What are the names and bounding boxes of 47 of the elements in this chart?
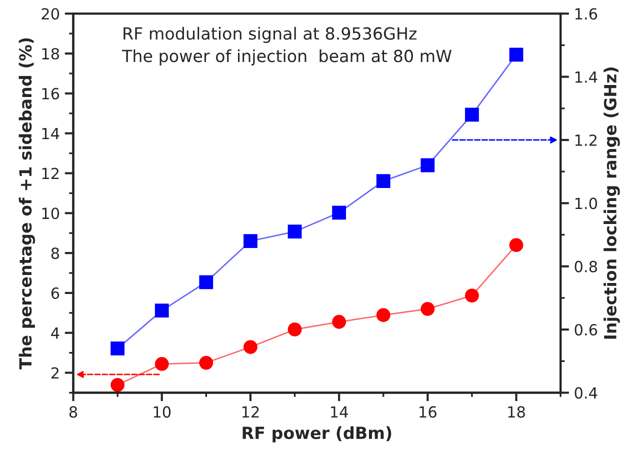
point — [376, 174, 390, 188]
y-tick-label: 6 — [51, 287, 60, 299]
y2-tick-label: 1.6 — [575, 8, 598, 20]
y-tick-label: 20 — [42, 8, 60, 20]
y-tick-label: 12 — [42, 168, 59, 180]
x-tick-label: 16 — [420, 406, 436, 418]
y-tick-label: 2 — [51, 367, 59, 379]
point — [420, 302, 435, 316]
y2-tick-label: 0.6 — [574, 324, 598, 336]
y-tick-label: 16 — [42, 88, 60, 100]
point — [465, 288, 479, 302]
point — [110, 342, 124, 356]
x-tick-label: 10 — [154, 406, 171, 418]
y2-tick-label: 1.4 — [575, 71, 598, 83]
point — [288, 322, 302, 336]
point — [376, 308, 390, 322]
x-tick-label: 12 — [242, 406, 259, 418]
point — [509, 48, 524, 62]
y-tick-label: 14 — [42, 128, 60, 140]
point — [154, 304, 169, 318]
x-tick-label: 8 — [69, 406, 78, 418]
y2-tick-label: 1.2 — [575, 134, 597, 146]
point — [332, 206, 346, 220]
y2-axis-title: Injection locking range (GHz) — [604, 68, 620, 339]
point — [199, 356, 214, 370]
x-tick-label: 18 — [508, 406, 525, 418]
y2-tick-label: 1.0 — [575, 198, 598, 210]
y-tick-label: 4 — [51, 328, 60, 339]
y-axis-title: The percentage of +1 sideband (%) — [18, 38, 36, 370]
y-tick-label: 18 — [42, 48, 60, 60]
point — [244, 234, 258, 248]
y2-tick-label: 0.4 — [574, 387, 598, 399]
annotation: RF modulation signal at 8.9536GHz The power of injection beam at 80 mW — [122, 26, 452, 66]
point — [465, 108, 479, 122]
x-axis-title: RF power (dBm) — [242, 426, 392, 442]
point — [509, 238, 524, 252]
x-tick-label: 14 — [331, 406, 348, 418]
y-tick-label: 10 — [42, 208, 60, 220]
point — [110, 378, 124, 392]
y-tick-label: 8 — [51, 248, 60, 260]
y2-tick-label: 0.8 — [574, 260, 598, 272]
point — [420, 158, 435, 172]
point — [244, 340, 258, 354]
point — [199, 275, 214, 290]
point — [288, 224, 302, 239]
point — [332, 314, 346, 329]
point — [154, 357, 169, 371]
